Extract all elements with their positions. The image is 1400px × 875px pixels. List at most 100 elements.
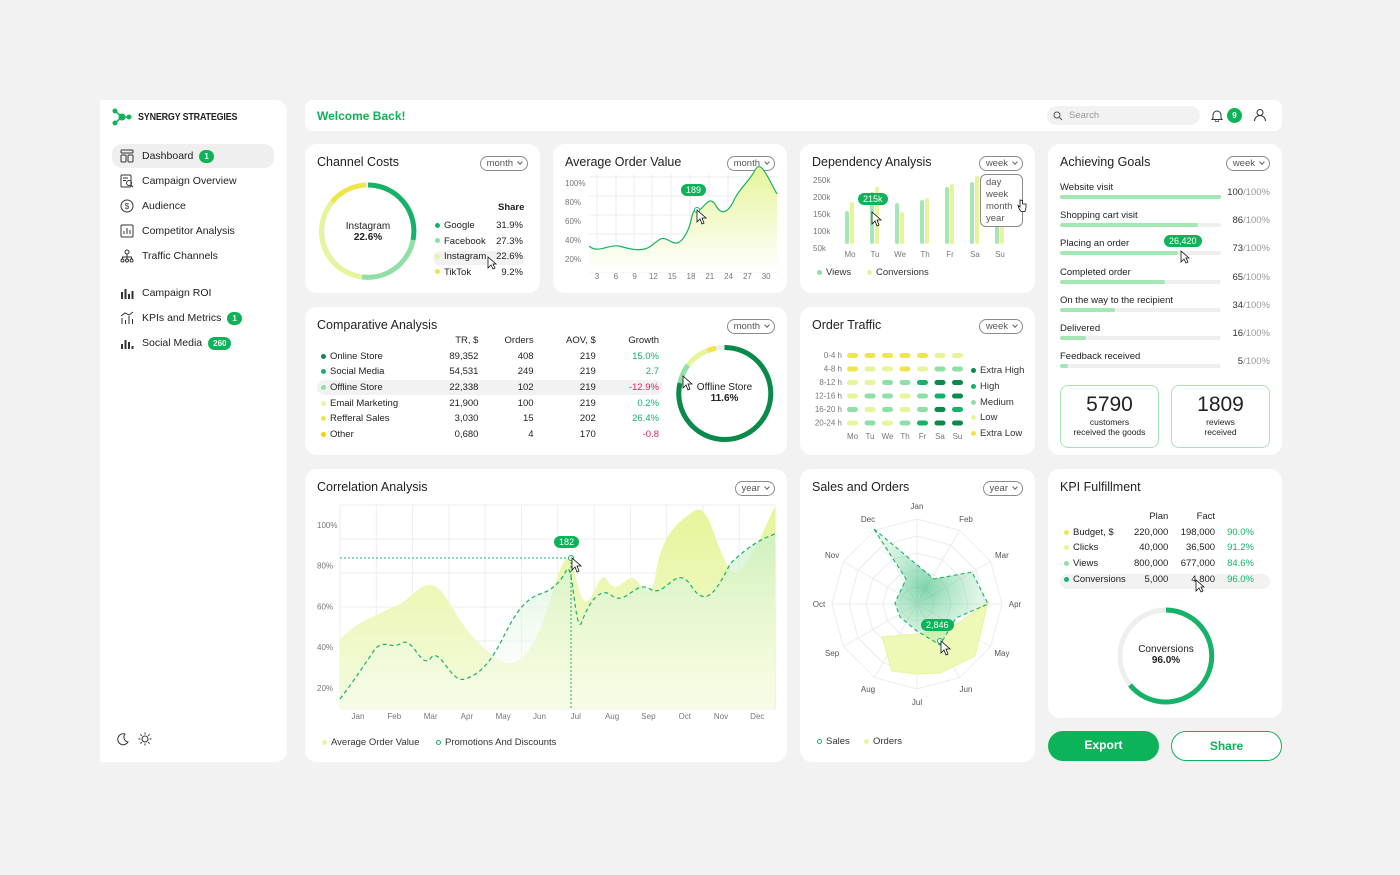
period-dropdown[interactable]: week (978, 156, 1023, 171)
bell-icon[interactable] (1211, 109, 1223, 122)
sidebar-item-label: Competitor Analysis (142, 225, 235, 237)
row-name: Views (1073, 558, 1099, 570)
row-name: Conversions (1073, 573, 1126, 585)
donut-center-label: Conversions (1138, 644, 1194, 655)
table-row[interactable]: Conversions 5,000 4,800 96.0% (1064, 571, 1254, 587)
sidebar-item-kpis-and-metrics[interactable]: KPIs and Metrics 1 (112, 306, 274, 330)
export-button[interactable]: Export (1048, 731, 1159, 761)
donut-google (367, 182, 417, 241)
table-row[interactable]: Clicks 40,000 36,500 91.2% (1064, 540, 1254, 556)
donut-center: Instagram 22.6% (317, 221, 419, 243)
x-tick-label: Fr (919, 432, 927, 441)
period-dropdown[interactable]: month (726, 156, 775, 171)
cell-orders: 15 (523, 413, 534, 425)
cell-orders: 100 (517, 397, 534, 409)
cell-fact: 198,000 (1180, 526, 1216, 538)
avg-order-chart: 100% 80% 60% 40% 20% 3 6 9 12 15 18 21 24 27 30 (565, 166, 778, 281)
heat-cell (934, 366, 946, 372)
cell-tr: 3,030 (454, 413, 479, 425)
order-traffic-card: Order Traffic week 0-4 h 4-8 h 8-12 h 12-16… (800, 307, 1035, 455)
menu-item-month[interactable]: month (986, 201, 1013, 212)
sidebar-item-dashboard[interactable]: Dashboard 1 (112, 144, 274, 168)
x-tick-label: Su (995, 250, 1005, 259)
bar-views (845, 211, 849, 244)
sidebar-item-badge: 1 (227, 311, 242, 325)
goal-suffix: /100% (1243, 271, 1270, 283)
row-name-cell: Other (321, 427, 421, 443)
table-row[interactable]: Refferal Sales 3,030 15 202 26.4% (321, 411, 659, 427)
top-bar: Welcome Back! Search 9 (305, 100, 1282, 131)
period-menu[interactable]: day week month year (980, 174, 1023, 227)
radar-axis-label: Dec (861, 515, 875, 524)
sidebar-item-badge: 1 (199, 149, 214, 163)
sidebar-item-traffic-channels[interactable]: Traffic Channels (112, 244, 274, 268)
traffic-legend-item: Low (971, 412, 997, 423)
legend-aov: Average Order Value (322, 737, 419, 748)
period-dropdown[interactable]: year (982, 481, 1023, 496)
goal-progress (1060, 336, 1221, 340)
channel-row[interactable]: Facebook 27.3% (433, 236, 525, 250)
legend-label: Average Order Value (331, 737, 420, 748)
donut-center: Offline Store 11.6% (674, 382, 775, 404)
x-tick-label: 24 (724, 272, 733, 281)
row-label: 8-12 h (819, 378, 842, 387)
sidebar-item-social-media[interactable]: Social Media 260 (112, 331, 274, 355)
row-name-cell: Online Store (321, 349, 421, 365)
channel-row[interactable]: Google 31.9% (433, 220, 525, 234)
row-label: 4-8 h (824, 365, 842, 374)
sidebar-item-campaign-overview[interactable]: Campaign Overview (112, 169, 274, 193)
sidebar-item-audience[interactable]: $ Audience (112, 194, 274, 218)
table-row[interactable]: Online Store 89,352 408 219 15.0% (321, 349, 659, 365)
bar-conversions (900, 212, 904, 244)
sidebar-item-campaign-roi[interactable]: Campaign ROI (112, 281, 274, 305)
goal-label: On the way to the recipient (1060, 294, 1174, 306)
table-row[interactable]: Budget, $ 220,000 198,000 90.0% (1064, 525, 1254, 541)
y-tick-label: 80% (565, 198, 581, 207)
bar-conversions (850, 202, 854, 244)
x-tick-label: Tu (870, 250, 879, 259)
sidebar-item-badge: 260 (208, 336, 232, 350)
table-row[interactable]: Social Media 54,531 249 219 2.7 (321, 364, 659, 380)
channel-row[interactable]: TikTok 9.2% (433, 267, 525, 281)
period-dropdown[interactable]: month (479, 156, 528, 171)
search-box[interactable]: Search (1047, 106, 1200, 125)
col-aov: AOV, $ (566, 335, 596, 347)
y-tick-label: 100k (813, 227, 831, 236)
table-row[interactable]: Other 0,680 4 170 -0.8 (321, 427, 659, 443)
sun-icon[interactable] (138, 732, 152, 746)
period-dropdown[interactable]: week (978, 319, 1023, 334)
goal-progress-fill (1060, 307, 1115, 312)
user-icon[interactable] (1253, 108, 1267, 122)
menu-item-year[interactable]: year (986, 213, 1005, 224)
heat-cell (864, 393, 876, 399)
channel-row[interactable]: Instagram 22.6% (433, 251, 525, 265)
period-dropdown[interactable]: year (734, 481, 775, 496)
sidebar-item-competitor-analysis[interactable]: Competitor Analysis (112, 219, 274, 243)
radar-axis-label: Sep (825, 649, 840, 658)
menu-item-day[interactable]: day (986, 177, 1002, 188)
heat-cell (847, 353, 858, 358)
kpi-icon (120, 311, 134, 324)
theme-toggle[interactable] (116, 732, 152, 746)
table-row[interactable]: Email Marketing 21,900 100 219 0.2% (321, 395, 659, 411)
brand-logo[interactable]: SYNERGY STRATEGIES (112, 108, 255, 126)
legend-label: Sales (826, 736, 850, 747)
period-dropdown[interactable]: week (1225, 156, 1270, 171)
sales-tooltip: 2,846 (921, 619, 954, 631)
share-button[interactable]: Share (1171, 731, 1282, 761)
menu-item-week[interactable]: week (986, 189, 1009, 200)
card-title: Sales and Orders (812, 480, 910, 494)
legend-dot (321, 369, 326, 375)
moon-icon[interactable] (116, 732, 130, 746)
promotions-area (340, 534, 775, 709)
donut-center: Conversions 96.0% (1115, 644, 1217, 666)
table-row[interactable]: Views 800,000 677,000 84.6% (1064, 556, 1254, 572)
search-input[interactable]: Search (1069, 110, 1100, 121)
y-tick-label: 20% (565, 255, 581, 264)
legend-label: Extra Low (980, 428, 1023, 440)
radar-axis-label: Nov (825, 551, 839, 560)
table-row[interactable]: Offline Store 22,338 102 219 -12.9% (321, 380, 659, 396)
heat-cell (899, 353, 911, 358)
period-dropdown[interactable]: month (726, 319, 775, 334)
goal-label: Feedback received (1060, 351, 1141, 363)
